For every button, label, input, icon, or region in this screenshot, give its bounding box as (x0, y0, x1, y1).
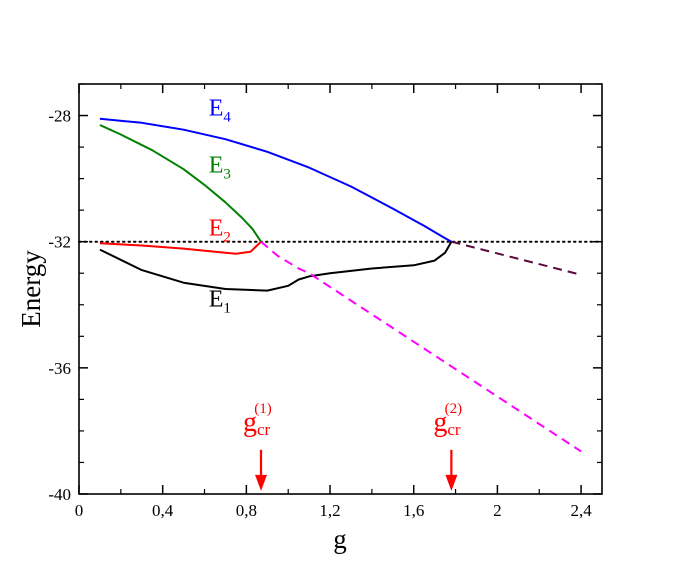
y-tick-label-3: -40 (48, 485, 71, 504)
plot-frame (78, 83, 603, 495)
x-tick-label-4: 1,6 (403, 501, 424, 520)
series-label-0: E4 (209, 96, 232, 126)
y-tick-label-1: -32 (48, 233, 71, 252)
x-tick-label-3: 1,2 (319, 501, 340, 520)
labels: E4 E3 E2 E1 0 0,4 0,8 1,2 1,6 2 2,4 -28 -32 -36 -40 gcr… (48, 96, 592, 520)
x-tick-label-2: 0,8 (236, 501, 257, 520)
series-line-0 (99, 117, 452, 243)
y-axis-title: Energy (16, 250, 46, 328)
x-axis-title: g (333, 524, 347, 554)
series-line-4 (260, 240, 582, 453)
series-line-3 (99, 241, 453, 292)
axis-ticks (78, 83, 602, 495)
x-tick-label-0: 0 (75, 501, 84, 520)
series-label-2: E2 (209, 215, 231, 245)
plot-marks (78, 117, 603, 453)
x-tick-label-5: 2 (493, 501, 502, 520)
critical-arrowhead-1 (255, 474, 268, 491)
x-tick-label-1: 0,4 (152, 501, 174, 520)
x-tick-label-6: 2,4 (570, 501, 592, 520)
series-line-1 (99, 124, 262, 243)
series-label-3: E1 (209, 286, 231, 316)
series-label-1: E3 (209, 152, 231, 182)
critical-label-2: gcr(2) (433, 401, 462, 439)
critical-label-1: gcr(1) (243, 401, 272, 439)
y-tick-label-0: -28 (48, 107, 71, 126)
series-line-5 (451, 240, 582, 276)
critical-arrowhead-2 (445, 474, 458, 491)
y-tick-label-2: -36 (48, 359, 71, 378)
series-line-2 (99, 240, 262, 255)
